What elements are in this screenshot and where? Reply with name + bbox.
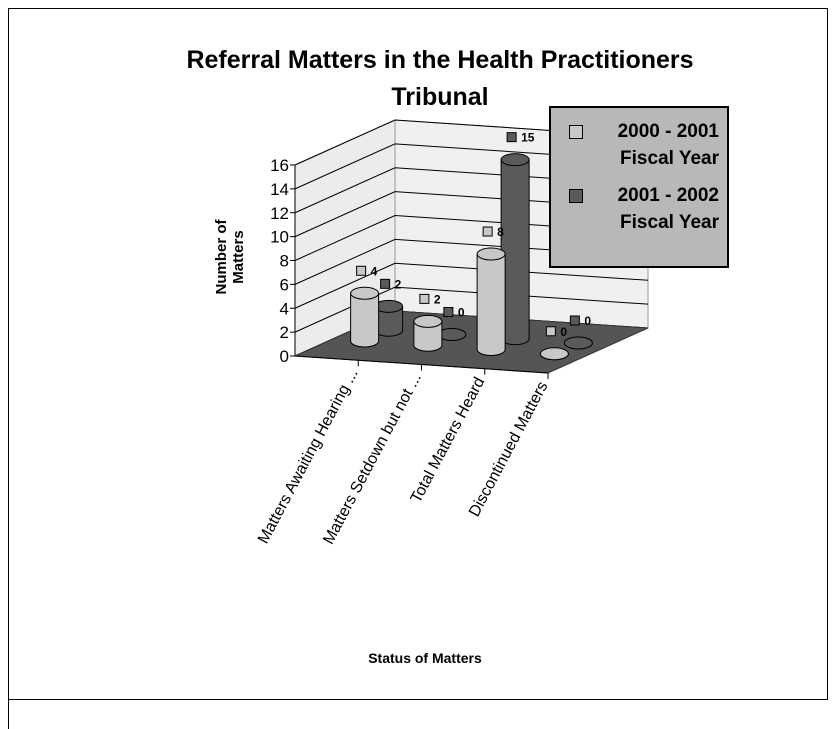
- bar-body: [476, 253, 506, 356]
- bar-top: [476, 247, 506, 261]
- legend-item: 2000 - 2001 Fiscal Year: [559, 118, 719, 172]
- bar-top: [350, 286, 380, 300]
- label-key: [569, 315, 580, 326]
- bar: [374, 299, 404, 337]
- data-label: 8: [497, 225, 504, 239]
- label-key: [380, 278, 391, 289]
- bar-top: [563, 336, 593, 350]
- y-tick-label: 6: [280, 275, 289, 294]
- legend-item: 2001 - 2002 Fiscal Year: [559, 182, 719, 236]
- y-tick-label: 8: [280, 252, 289, 271]
- legend: 2000 - 2001 Fiscal Year 2001 - 2002 Fisca…: [549, 106, 729, 268]
- bar: [350, 286, 380, 348]
- bar: [539, 347, 569, 361]
- y-tick-label: 16: [270, 156, 289, 175]
- label-key: [419, 293, 430, 304]
- y-tick-label: 14: [270, 180, 289, 199]
- data-label: 4: [371, 264, 378, 278]
- legend-swatch: [569, 125, 583, 139]
- x-tick-label: Total Matters Heard: [408, 375, 489, 506]
- y-axis-label: Number of Matters: [213, 219, 247, 295]
- y-tick-label: 10: [270, 228, 289, 247]
- label-key: [482, 226, 493, 237]
- label-key: [506, 132, 517, 143]
- bar-top: [500, 153, 530, 167]
- grid-line: [294, 262, 649, 309]
- bar: [563, 336, 593, 350]
- bar-body: [350, 292, 380, 348]
- chart-title: Referral Matters in the Health Practitio…: [186, 46, 694, 111]
- bar-top: [539, 347, 569, 361]
- label-key: [356, 265, 367, 276]
- y-tick-label: 2: [280, 323, 289, 342]
- data-label: 0: [560, 325, 567, 339]
- data-label: 0: [458, 305, 465, 319]
- y-tick-label: 4: [280, 299, 289, 318]
- label-key: [443, 306, 454, 317]
- data-label: 15: [521, 131, 535, 145]
- bar: [500, 153, 530, 346]
- legend-swatch: [569, 189, 583, 203]
- data-label: 0: [584, 314, 591, 328]
- data-label: 2: [434, 292, 441, 306]
- bar-body: [413, 320, 443, 352]
- y-tick-label: 0: [280, 347, 289, 366]
- y-tick-label: 12: [270, 204, 289, 223]
- data-label: 2: [395, 277, 402, 291]
- bar: [413, 314, 443, 352]
- bar: [476, 247, 506, 356]
- legend-label: 2001 - 2002 Fiscal Year: [617, 185, 719, 233]
- bar-top: [413, 314, 443, 328]
- legend-label: 2000 - 2001 Fiscal Year: [617, 121, 719, 169]
- grid-line: [294, 286, 649, 333]
- chart-frame: [8, 8, 828, 700]
- x-axis-label: Status of Matters: [368, 650, 482, 666]
- label-key: [545, 326, 556, 337]
